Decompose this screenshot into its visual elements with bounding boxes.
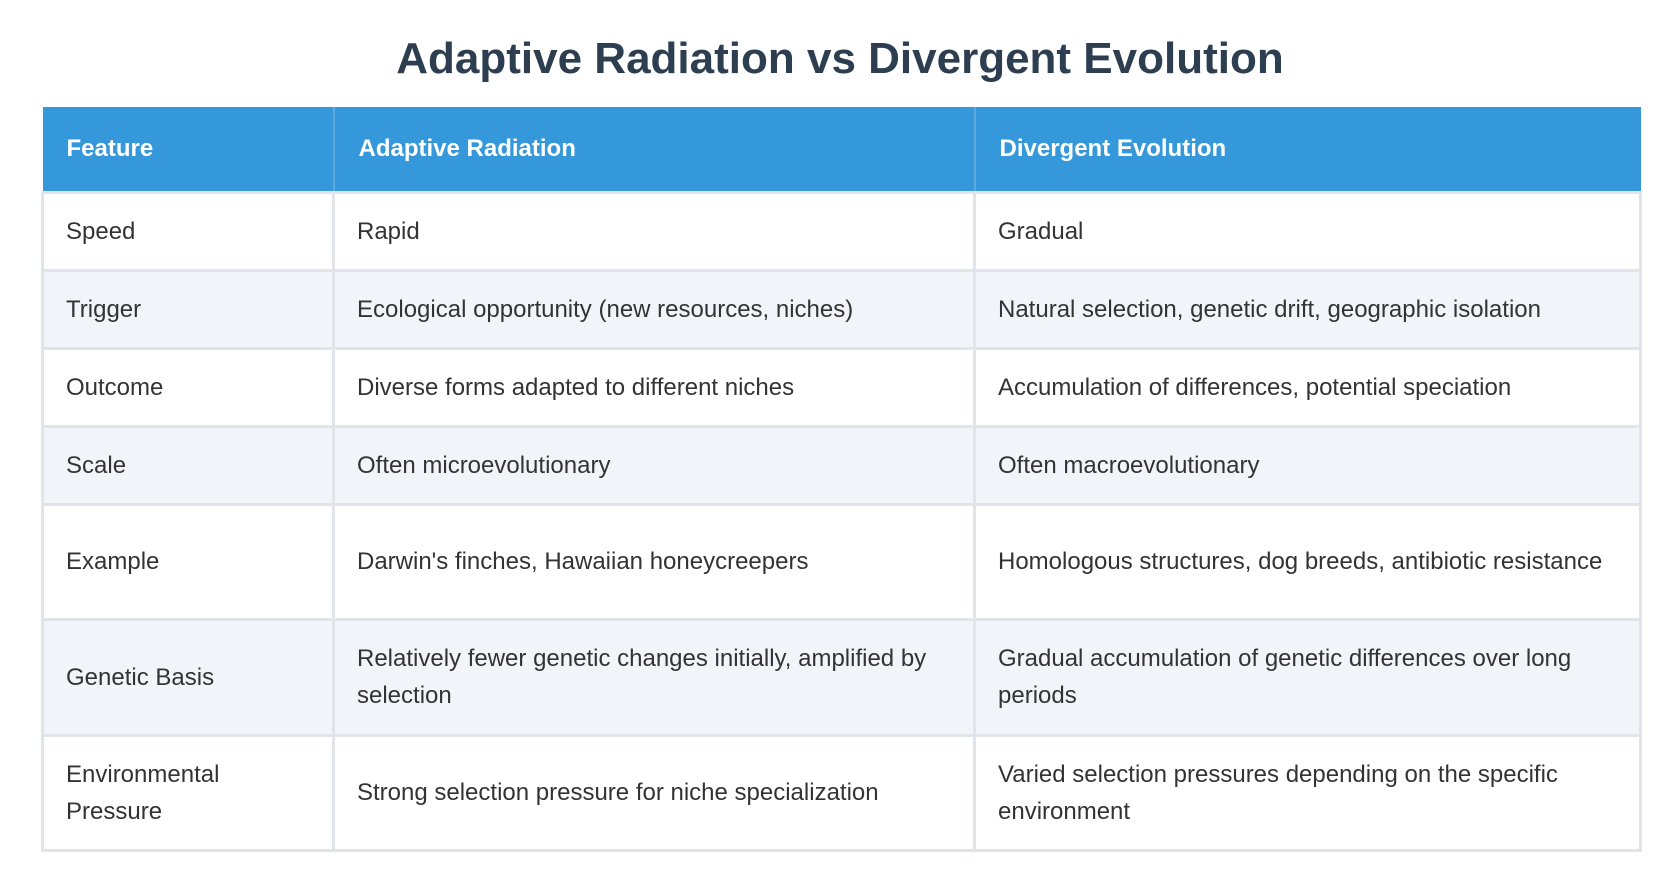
table-row: Speed Rapid Gradual	[41, 190, 1642, 272]
row-label: Scale	[41, 424, 335, 506]
table-body: Speed Rapid Gradual Trigger Ecological oppor…	[41, 190, 1642, 852]
row-label: Example	[41, 502, 335, 621]
comparison-table: Feature Adaptive Radiation Divergent Evolu…	[41, 107, 1642, 852]
title: Adaptive Radiation vs Divergent Evolutio…	[396, 34, 1284, 83]
cell: Often microevolutionary	[332, 424, 976, 506]
cell: Gradual accumulation of genetic differen…	[973, 617, 1642, 737]
cell: Natural selection, genetic drift, geogra…	[973, 268, 1642, 350]
table-row: Outcome Diverse forms adapted to differen…	[41, 346, 1642, 428]
row-label: Environmental Pressure	[41, 733, 335, 852]
column-header: Divergent Evolution	[974, 107, 1641, 192]
cell: Homologous structures, dog breeds, antib…	[973, 502, 1642, 621]
cell: Ecological opportunity (new resources, n…	[332, 268, 976, 350]
cell: Diverse forms adapted to different niche…	[332, 346, 976, 428]
table-row: Environmental Pressure Strong selection p…	[41, 733, 1642, 852]
row-label: Genetic Basis	[41, 617, 335, 737]
cell: Rapid	[332, 190, 976, 272]
cell: Darwin's finches, Hawaiian honeycreepers	[332, 502, 976, 621]
column-header: Feature	[42, 107, 335, 192]
row-label: Speed	[41, 190, 335, 272]
cell: Often macroevolutionary	[973, 424, 1642, 506]
table-row: Example Darwin's finches, Hawaiian honeyc…	[41, 502, 1642, 621]
row-label: Outcome	[41, 346, 335, 428]
table-row: Scale Often microevolutionary Often macroe…	[41, 424, 1642, 506]
row-label: Trigger	[41, 268, 335, 350]
table-row: Genetic Basis Relatively fewer genetic ch…	[41, 617, 1642, 737]
cell: Strong selection pressure for niche spec…	[332, 733, 976, 852]
cell: Varied selection pressures depending on …	[973, 733, 1642, 852]
cell: Accumulation of differences, potential s…	[973, 346, 1642, 428]
column-header: Adaptive Radiation	[333, 107, 976, 192]
header-row: Feature Adaptive Radiation Divergent Evolu…	[42, 107, 1641, 192]
cell: Gradual	[973, 190, 1642, 272]
cell: Relatively fewer genetic changes initial…	[332, 617, 976, 737]
table-row: Trigger Ecological opportunity (new resou…	[41, 268, 1642, 350]
